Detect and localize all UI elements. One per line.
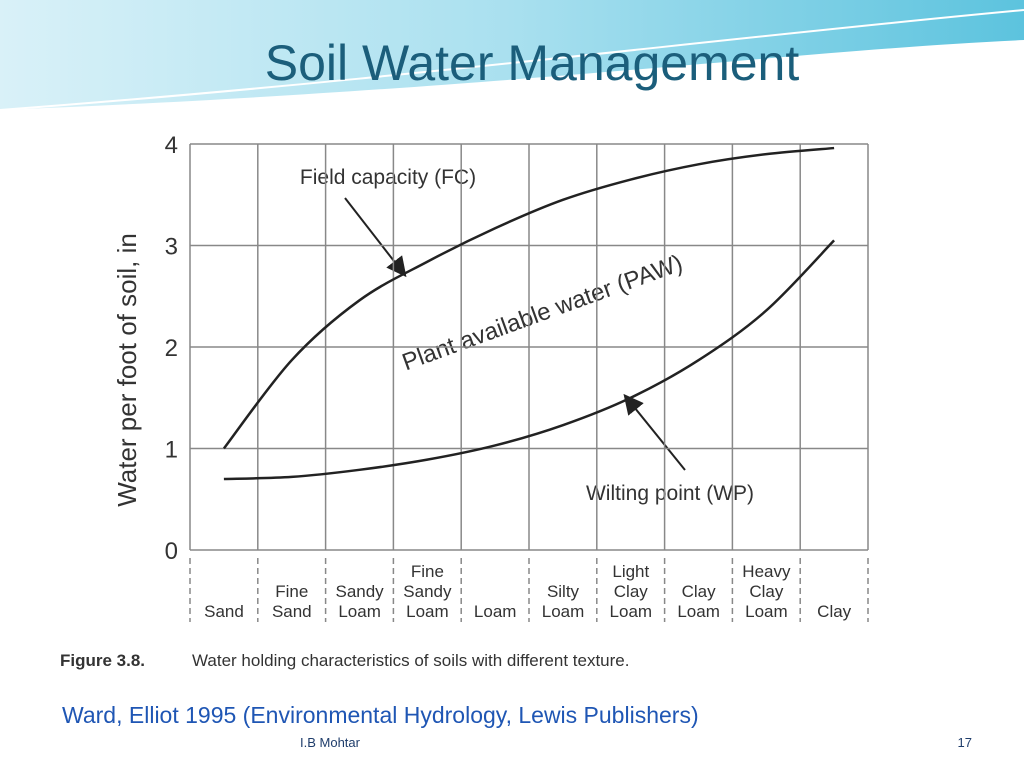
slide-title: Soil Water Management bbox=[265, 35, 800, 91]
x-tick-label: Heavy Clay Loam bbox=[742, 562, 791, 621]
y-tick-label: 3 bbox=[165, 234, 178, 261]
series-line bbox=[222, 146, 835, 450]
x-tick-label: Clay Loam bbox=[677, 582, 720, 621]
y-tick-label: 1 bbox=[165, 437, 178, 464]
series-line bbox=[223, 239, 835, 481]
x-tick-label: Fine Sandy Loam bbox=[403, 562, 452, 621]
series-label: Wilting point (WP) bbox=[586, 482, 754, 505]
x-tick-label: Fine Sand bbox=[271, 582, 312, 621]
y-tick-label: 4 bbox=[165, 132, 178, 159]
x-tick-label: Silty Loam bbox=[541, 582, 585, 621]
page-number: 17 bbox=[958, 735, 972, 750]
author: I.B Mohtar bbox=[300, 735, 361, 750]
arrow bbox=[344, 197, 407, 278]
header-wave bbox=[0, 0, 1024, 110]
series-label: Field capacity (FC) bbox=[300, 166, 476, 189]
x-tick-label: Clay bbox=[817, 602, 852, 621]
y-axis-label: Water per foot of soil, in bbox=[112, 233, 142, 507]
x-tick-label: Loam bbox=[473, 602, 517, 621]
y-tick-label: 0 bbox=[165, 538, 178, 565]
citation: Ward, Elliot 1995 (Environmental Hydrolo… bbox=[62, 702, 699, 728]
caption-text: Water holding characteristics of soils w… bbox=[192, 651, 629, 670]
x-tick-label: Sandy Loam bbox=[335, 582, 384, 621]
y-tick-label: 2 bbox=[165, 335, 178, 362]
arrow bbox=[623, 393, 686, 471]
caption-label: Figure 3.8. bbox=[60, 651, 145, 670]
x-tick-label: Sand bbox=[204, 602, 244, 621]
wave-line bbox=[0, 9, 1024, 111]
x-tick-label: Light Clay Loam bbox=[609, 562, 653, 621]
